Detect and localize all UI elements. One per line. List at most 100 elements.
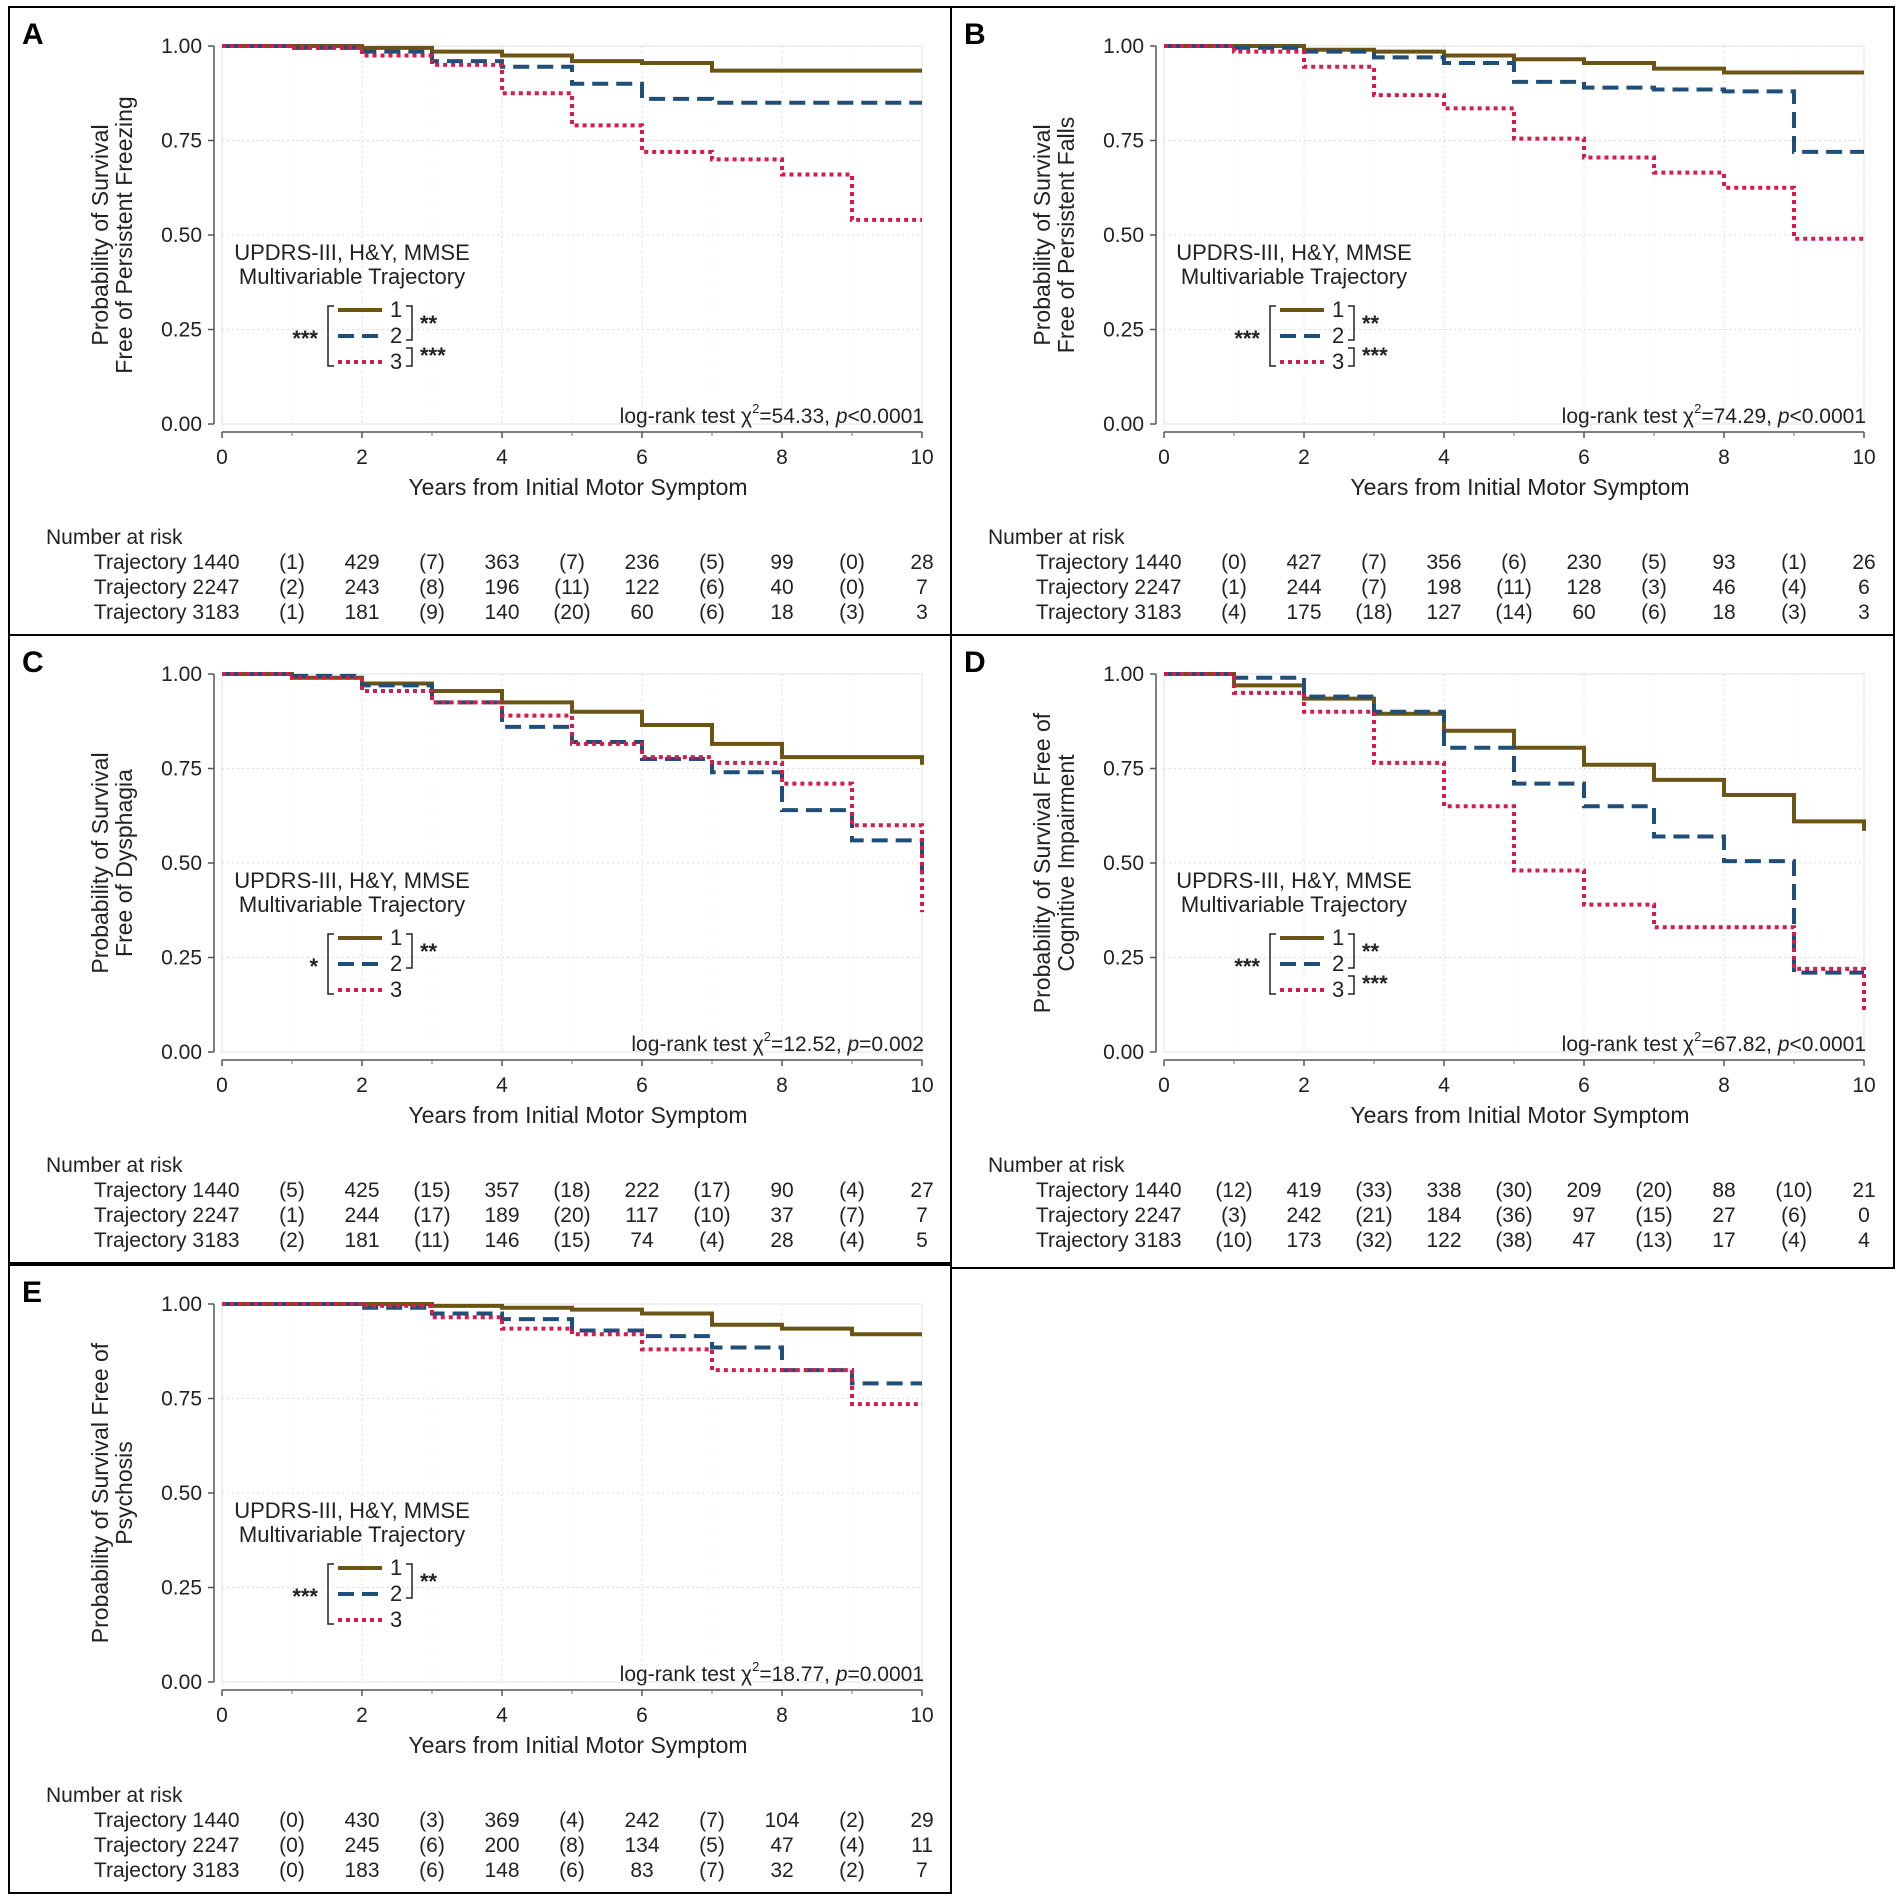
x-tick-label: 6: [636, 1704, 648, 1727]
legend-label-1: 1: [1332, 925, 1344, 950]
x-tick-label: 10: [1852, 446, 1875, 469]
risk-cell: (11): [1496, 576, 1532, 599]
risk-cell: 338: [1426, 1179, 1461, 1202]
x-tick-label: 10: [910, 1074, 933, 1097]
legend-sig-1-3: *: [309, 954, 318, 979]
risk-cell: (21): [1355, 1204, 1392, 1227]
risk-cell: 104: [764, 1809, 799, 1832]
risk-cell: 184: [1426, 1204, 1461, 1227]
x-axis-title: Years from Initial Motor Symptom: [1350, 1102, 1689, 1128]
risk-cell: 175: [1286, 601, 1321, 624]
legend-title-line1: UPDRS-III, H&Y, MMSE: [1176, 240, 1412, 265]
x-tick-label: 4: [496, 1704, 508, 1727]
x-tick-label: 6: [1578, 1074, 1590, 1097]
y-tick-label: 0.00: [1103, 1041, 1144, 1064]
risk-cell: 29: [910, 1809, 933, 1832]
x-axis-title: Years from Initial Motor Symptom: [408, 1732, 747, 1758]
risk-cell: 148: [484, 1859, 519, 1882]
risk-cell: 47: [1572, 1229, 1595, 1252]
y-axis-title-line2: Free of Persistent Falls: [1053, 117, 1079, 353]
legend-bracket-2-3: [1348, 975, 1355, 995]
legend-sig-2-3: ***: [1362, 343, 1388, 368]
legend-bracket-1-2: [406, 1563, 413, 1599]
risk-cell: (15): [413, 1179, 450, 1202]
risk-cell: (11): [554, 576, 590, 599]
risk-cell: 181: [344, 601, 379, 624]
legend-sig-1-3: ***: [292, 326, 318, 351]
risk-cell: (3): [839, 601, 865, 624]
legend-bracket-1-3: [327, 1563, 334, 1625]
y-tick-label: 0.50: [161, 1482, 202, 1505]
x-tick-label: 8: [1718, 446, 1730, 469]
risk-cell: 7: [916, 576, 928, 599]
risk-cell: (6): [559, 1859, 585, 1882]
x-tick-label: 0: [216, 446, 228, 469]
risk-cell: (6): [1781, 1204, 1807, 1227]
risk-cell: (14): [1495, 601, 1532, 624]
km-chart-e: E 0.00 0.25 0.50 0.75 1.00 0 2 4 6 8 10 Years from I…: [22, 1276, 934, 1882]
risk-table-header: Number at risk: [988, 1154, 1125, 1177]
risk-cell: 40: [770, 576, 793, 599]
x-tick-label: 10: [1852, 1074, 1875, 1097]
risk-cell: (6): [419, 1834, 445, 1857]
trajectory-3-curve: [222, 1302, 922, 1407]
logrank-stat: log-rank test χ2=18.77, p=0.0001: [620, 1659, 924, 1686]
legend-sig-1-3: ***: [1234, 954, 1260, 979]
risk-cell: 196: [484, 576, 519, 599]
y-tick-label: 0.00: [161, 1671, 202, 1694]
x-tick-label: 2: [1298, 446, 1310, 469]
risk-cell: (33): [1355, 1179, 1392, 1202]
logrank-stat: log-rank test χ2=12.52, p=0.002: [631, 1029, 924, 1056]
risk-cell: (3): [419, 1809, 445, 1832]
legend-sig-1-2: **: [420, 311, 438, 336]
legend-label-1: 1: [1332, 297, 1344, 322]
y-axis-title-line1: Probability of Survival Free of: [87, 1342, 113, 1643]
risk-cell: 0: [1858, 1204, 1870, 1227]
trajectory-2-curve: [222, 1302, 922, 1386]
risk-cell: (4): [839, 1229, 865, 1252]
risk-cell: (11): [414, 1229, 450, 1252]
legend-bracket-1-2: [1348, 305, 1355, 341]
risk-table-header: Number at risk: [46, 1154, 183, 1177]
risk-cell: (0): [279, 1809, 305, 1832]
risk-cell: (36): [1495, 1204, 1532, 1227]
x-axis-title: Years from Initial Motor Symptom: [1350, 474, 1689, 500]
x-tick-label: 10: [910, 446, 933, 469]
risk-cell: 90: [770, 1179, 793, 1202]
risk-cell: 181: [344, 1229, 379, 1252]
risk-cell: 222: [624, 1179, 659, 1202]
y-axis-title-line2: Free of Dysphagia: [111, 769, 137, 957]
y-axis-title-line2: Cognitive Impairment: [1053, 754, 1079, 972]
risk-cell: 28: [910, 551, 933, 574]
legend-label-2: 2: [1332, 951, 1344, 976]
legend-bracket-1-3: [327, 933, 334, 995]
risk-cell: (8): [419, 576, 445, 599]
legend-sig-1-2: **: [1362, 939, 1380, 964]
risk-cell: 430: [344, 1809, 379, 1832]
risk-cell: (9): [419, 601, 445, 624]
y-tick-label: 1.00: [1103, 663, 1144, 686]
y-tick-label: 1.00: [161, 1293, 202, 1316]
y-tick-label: 0.25: [161, 947, 202, 970]
risk-cell: 419: [1286, 1179, 1321, 1202]
legend-sig-2-3: ***: [420, 343, 446, 368]
legend-label-3: 3: [1332, 349, 1344, 374]
risk-cell: 122: [1426, 1229, 1461, 1252]
panel-a: A 0.00 0.25 0.50 0.75 1.00 0 2 4 6 8 10 Years from I…: [8, 6, 952, 636]
y-tick-label: 0.75: [161, 758, 202, 781]
risk-cell: 7: [916, 1859, 928, 1882]
risk-row-label-2: Trajectory 2: [94, 1834, 204, 1857]
risk-cell: 244: [1286, 576, 1321, 599]
x-tick-label: 4: [496, 446, 508, 469]
risk-cell: (20): [553, 601, 590, 624]
risk-cell: (7): [1361, 551, 1387, 574]
risk-cell: (4): [559, 1809, 585, 1832]
legend-title-line1: UPDRS-III, H&Y, MMSE: [234, 868, 470, 893]
risk-cell: 93: [1712, 551, 1735, 574]
panel-letter: D: [964, 646, 986, 679]
risk-cell: (5): [279, 1179, 305, 1202]
risk-cell: (2): [279, 1229, 305, 1252]
risk-cell: 37: [770, 1204, 793, 1227]
risk-cell: (1): [1781, 551, 1807, 574]
